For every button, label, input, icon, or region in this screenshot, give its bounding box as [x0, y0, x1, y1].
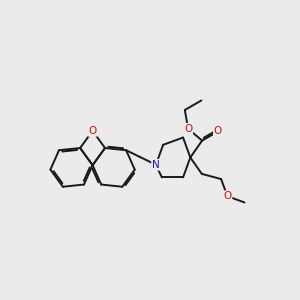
Text: N: N [152, 160, 160, 170]
Text: O: O [184, 124, 192, 134]
Text: O: O [88, 126, 97, 136]
Text: O: O [214, 127, 222, 136]
Text: O: O [223, 191, 232, 201]
